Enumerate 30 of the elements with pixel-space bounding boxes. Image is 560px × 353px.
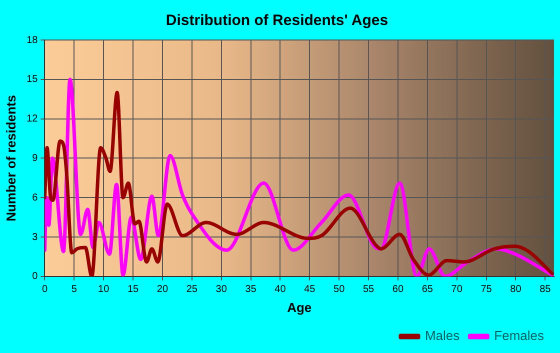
x-tick-label: 5 (71, 284, 78, 296)
y-tick-label: 6 (32, 192, 38, 204)
x-tick-label: 0 (42, 284, 48, 296)
y-tick-label: 3 (32, 232, 38, 243)
legend-label: Males (424, 328, 460, 344)
y-tick-label: 0 (32, 271, 38, 282)
x-tick-label: 55 (362, 284, 375, 296)
x-tick-label: 75 (480, 284, 492, 296)
x-tick-label: 40 (274, 284, 286, 296)
y-tick-label: 9 (32, 152, 38, 164)
x-tick-label: 50 (334, 284, 346, 296)
x-tick-label: 35 (245, 284, 257, 296)
x-tick-label: 45 (304, 284, 316, 296)
x-tick-label: 25 (186, 284, 198, 296)
x-tick-label: 80 (510, 284, 522, 296)
y-tick-label: 12 (26, 114, 38, 125)
x-tick-label: 70 (451, 284, 463, 296)
chart-title: Distribution of Residents' Ages (166, 12, 388, 30)
x-tick-label: 65 (422, 284, 434, 296)
y-tick-label: 18 (26, 34, 38, 46)
y-axis-title: Number of residents (3, 94, 18, 222)
legend-label: Females (494, 328, 544, 344)
x-tick-label: 15 (127, 284, 140, 296)
y-tick-label: 15 (26, 74, 38, 86)
x-tick-label: 60 (392, 284, 404, 296)
x-tick-label: 10 (98, 284, 110, 296)
x-tick-label: 30 (216, 284, 228, 296)
x-tick-label: 85 (540, 284, 552, 296)
x-tick-label: 20 (156, 284, 168, 296)
x-axis-title: Age (287, 300, 312, 315)
